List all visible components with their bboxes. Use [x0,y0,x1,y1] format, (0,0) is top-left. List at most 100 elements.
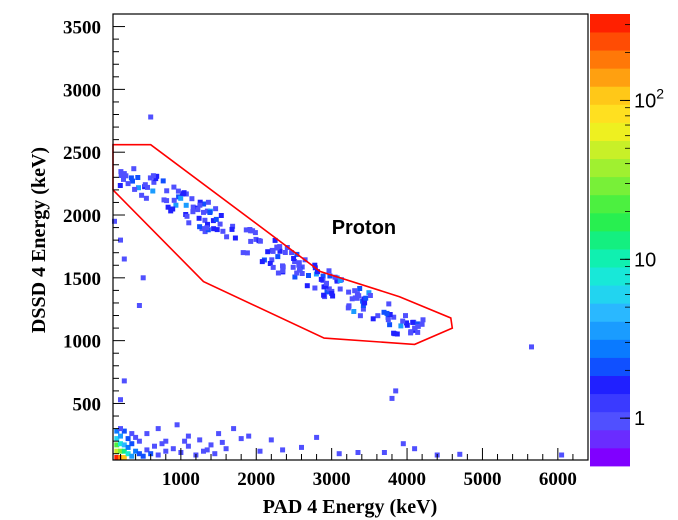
heatmap-cell [280,264,286,270]
heatmap-cell [202,217,208,223]
heatmap-cell [216,431,222,437]
heatmap-cell [334,278,340,284]
heatmap-cell [121,171,127,177]
heatmap-cell [559,452,565,458]
heatmap-cell [136,303,142,308]
heatmap-cell [165,204,171,210]
heatmap-cell [125,451,131,457]
heatmap-cell [257,238,263,244]
heatmap-cell [389,395,395,401]
heatmap-cell [257,448,263,454]
heatmap-cell [367,293,373,298]
heatmap-cell [129,453,135,459]
heatmap-cell [297,267,302,273]
heatmap-cell [269,257,275,263]
heatmap-cell [327,273,333,279]
x-tick-label: 2000 [237,469,275,490]
heatmap-cell [164,188,170,194]
x-tick-label: 6000 [539,469,577,490]
heatmap-cell [231,426,237,432]
colorbar-band [590,429,630,449]
heatmap-cell [201,209,206,215]
heatmap-cell [150,173,156,179]
heatmap-cell [168,208,174,214]
heatmap-cell [118,169,124,175]
heatmap-cell [131,166,137,172]
heatmap-cell [145,184,150,190]
heatmap-cell [129,431,135,437]
heatmap-cell [183,202,189,208]
heatmap-cell [112,218,117,224]
heatmap-cell [201,448,206,454]
heatmap-cell [173,202,179,208]
colorbar-band [590,447,630,467]
x-tick-label: 3000 [313,469,351,490]
colorbar-band [590,50,630,69]
heatmap-cell [133,434,139,440]
heatmap-cell [267,261,273,266]
plot-frame [112,13,589,461]
y-tick-label: 2500 [63,143,101,164]
heatmap-cell [186,220,192,226]
heatmap-cell [337,278,343,283]
heatmap-cell [291,256,297,261]
heatmap-cell [223,446,229,452]
heatmap-cell [415,329,421,335]
heatmap-cell [403,313,408,319]
heatmap-cell [139,192,145,198]
heatmap-cell [410,319,416,325]
heatmap-cell [282,250,288,255]
colorbar-band [590,122,630,141]
heatmap-cell [332,274,338,280]
heatmap-cell [244,250,250,256]
heatmap-cell [280,268,286,274]
heatmap-cell [330,293,336,299]
heatmap-cell [355,450,361,455]
heatmap-cell [324,289,330,295]
heatmap-cell [212,451,218,457]
heatmap-cell [171,184,177,190]
heatmap-cell [272,237,278,243]
colorbar-band [590,375,630,395]
heatmap-cell [268,437,274,443]
heatmap-cell [265,249,271,255]
heatmap-cell [143,195,149,201]
heatmap-cell [213,206,219,212]
heatmap-cell [163,438,169,444]
heatmap-cell [164,198,170,204]
heatmap-cell [160,178,166,184]
heatmap-cell [346,303,352,309]
heatmap-cell [184,213,190,219]
heatmap-cell [144,431,150,437]
heatmap-cell [304,283,310,289]
heatmap-cell [240,250,246,256]
heatmap-cell [314,434,320,440]
heatmap-cell [394,331,400,337]
heatmap-cell [247,227,253,232]
heatmap-cell [151,179,157,185]
heatmap-cell [243,227,249,233]
heatmap-cell [155,452,161,458]
heatmap-cell [204,447,210,453]
proton-gate-polygon [112,143,454,346]
heatmap-cell [315,269,320,275]
heatmap-cell [274,244,280,250]
heatmap-cell [360,306,366,312]
heatmap-cell [415,323,421,329]
heatmap-cell [114,428,120,434]
heatmap-cell [118,397,123,403]
heatmap-cell [294,270,300,276]
heatmap-cell [129,441,135,447]
heatmap-cell [292,274,298,280]
colorbar-band [590,339,630,358]
heatmap-cell [118,448,123,454]
colorbar-band [590,230,630,250]
heatmap-cell [213,216,219,222]
heatmap-cell [277,248,283,254]
heatmap-cell [121,442,127,448]
heatmap-cell [136,185,141,191]
colorbar-band [590,86,630,105]
heatmap-cell [363,295,369,301]
heatmap-cell [136,451,142,457]
heatmap-cell [270,248,276,254]
